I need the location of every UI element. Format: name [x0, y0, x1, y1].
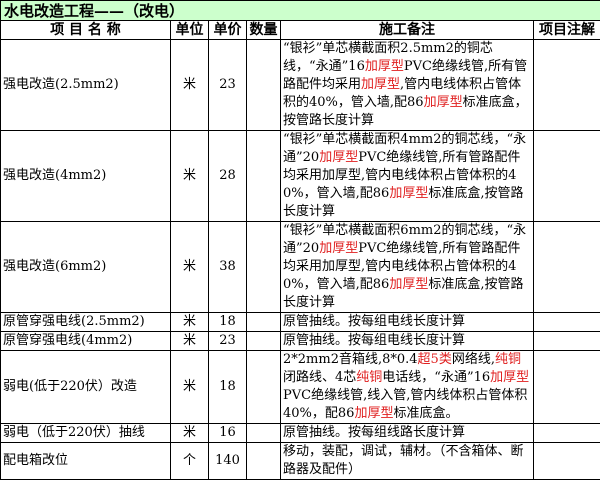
- cell-qty[interactable]: [246, 331, 281, 351]
- highlight-text: 加厚型: [319, 241, 359, 256]
- cell-notes[interactable]: 原管抽线。按每组电线长度计算: [280, 331, 534, 351]
- cell-qty[interactable]: [246, 312, 281, 332]
- highlight-text: 加厚型: [423, 95, 463, 110]
- cell-remark[interactable]: [532, 331, 600, 351]
- cell-remark[interactable]: [532, 221, 600, 313]
- highlight-text: 加厚型: [490, 370, 530, 385]
- note-text: 原管抽线。按每组电线长度计算: [283, 314, 466, 329]
- cell-remark[interactable]: [532, 39, 600, 131]
- cell-price[interactable]: 18: [208, 312, 247, 332]
- cell-name[interactable]: 配电箱改位: [0, 442, 171, 480]
- cell-notes[interactable]: “银衫”单芯横截面积2.5mm2的铜芯线，“永通”16加厚型PVC绝缘线管,所有…: [280, 39, 534, 131]
- header-price: 单价: [208, 20, 247, 40]
- cell-qty[interactable]: [246, 221, 281, 313]
- note-text: ,管内电线体积占管体积的40%，管入墙,配86: [283, 77, 522, 110]
- table-row: 弱电（低于220伏）抽线米 16 原管抽线。按每组线路长度计算: [0, 423, 600, 443]
- note-text: 电话线，“永通”16: [382, 370, 491, 385]
- cell-name[interactable]: 强电改造(4mm2): [0, 130, 171, 222]
- note-text: “银衫”单芯横截面积6mm2的铜芯线，“永通”20: [283, 223, 527, 256]
- cell-price[interactable]: 140: [208, 442, 247, 480]
- cell-qty[interactable]: [246, 423, 281, 443]
- cell-qty[interactable]: [246, 39, 281, 131]
- table-row: 弱电(低于220伏）改造米 18 2*2mm2音箱线,8*0.4超5类网络线,纯铜闭…: [0, 350, 600, 424]
- cell-notes[interactable]: 移动，装配，调试，辅材。（不含箱体、断路器及配件）: [280, 442, 534, 480]
- cell-qty[interactable]: [246, 130, 281, 222]
- title-row: 水电改造工程——（改电）: [0, 0, 600, 21]
- highlight-text: 加厚型: [364, 59, 404, 74]
- cell-unit[interactable]: 米: [170, 130, 209, 222]
- cell-price[interactable]: 18: [208, 350, 247, 424]
- sheet-title: 水电改造工程——（改电）: [0, 0, 600, 21]
- cell-unit[interactable]: 米: [170, 423, 209, 443]
- note-text: “银衫”单芯横截面积4mm2的铜芯线，“永通”20: [283, 132, 527, 165]
- note-text: PVC绝缘线管,线入管,管内线体积占管体积40%，配86: [283, 388, 528, 421]
- cell-name[interactable]: 强电改造(6mm2): [0, 221, 171, 313]
- note-text: 原管抽线。按每组电线长度计算: [283, 333, 466, 348]
- table-row: 原管穿强电线(2.5mm2) 米 18 原管抽线。按每组电线长度计算: [0, 312, 600, 332]
- cell-unit[interactable]: 个: [170, 442, 209, 480]
- note-text: 闭路线、4芯: [283, 370, 357, 385]
- table-row: 强电改造(4mm2) 米 28 “银衫”单芯横截面积4mm2的铜芯线，“永通”20加厚…: [0, 130, 600, 222]
- header-remark: 项目注解: [532, 20, 600, 40]
- note-text: 标准底盒，按管路长度计算: [283, 95, 528, 128]
- cell-remark[interactable]: [532, 442, 600, 480]
- note-text: 标准底盒。: [393, 406, 459, 421]
- cell-unit[interactable]: 米: [170, 350, 209, 424]
- cell-name[interactable]: 弱电(低于220伏）改造: [0, 350, 171, 424]
- cell-notes[interactable]: 原管抽线。按每组电线长度计算: [280, 312, 534, 332]
- cell-price[interactable]: 23: [208, 331, 247, 351]
- cell-unit[interactable]: 米: [170, 221, 209, 313]
- note-text: PVC绝缘线管,所有管路配件均采用加厚型,管内电线体积占管体积的40%，管入墙,…: [283, 150, 521, 201]
- note-text: 网络线,: [451, 352, 495, 367]
- cell-price[interactable]: 28: [208, 130, 247, 222]
- note-text: 标准底盒,按管路长度计算: [283, 186, 524, 219]
- highlight-text: 加厚型: [389, 277, 429, 292]
- cell-name[interactable]: 强电改造(2.5mm2): [0, 39, 171, 131]
- cell-unit[interactable]: 米: [170, 312, 209, 332]
- cell-notes[interactable]: 原管抽线。按每组线路长度计算: [280, 423, 534, 443]
- highlight-text: 纯铜: [494, 352, 521, 367]
- cell-remark[interactable]: [532, 130, 600, 222]
- cell-remark[interactable]: [532, 423, 600, 443]
- note-text: 2*2mm2音箱线,8*0.4: [283, 352, 418, 367]
- note-text: PVC绝缘线管,所有管路配件均采用加厚型,管内电线体积占管体积的40%，管入墙,…: [283, 241, 521, 292]
- header-name: 项 目 名 称: [0, 20, 171, 40]
- highlight-text: 加厚型: [389, 186, 429, 201]
- header-unit: 单位: [170, 20, 209, 40]
- cell-remark[interactable]: [532, 350, 600, 424]
- cell-name[interactable]: 弱电（低于220伏）抽线: [0, 423, 171, 443]
- note-text: “银衫”单芯横截面积2.5mm2的铜芯线，“永通”16: [283, 41, 493, 74]
- cell-unit[interactable]: 米: [170, 39, 209, 131]
- note-text: PVC绝缘线管,所有管路配件均采用: [283, 59, 528, 92]
- cell-price[interactable]: 23: [208, 39, 247, 131]
- cell-price[interactable]: 16: [208, 423, 247, 443]
- table-row: 配电箱改位个 140 移动，装配，调试，辅材。（不含箱体、断路器及配件）: [0, 442, 600, 480]
- table-row: 强电改造(2.5mm2) 米 23 “银衫”单芯横截面积2.5mm2的铜芯线，“永通”…: [0, 39, 600, 131]
- highlight-text: 超5类: [417, 352, 452, 367]
- table-row: 强电改造(6mm2) 米 38 “银衫”单芯横截面积6mm2的铜芯线，“永通”20加厚…: [0, 221, 600, 313]
- note-text: 原管抽线。按每组线路长度计算: [283, 425, 466, 440]
- note-text: 标准底盒,按管路长度计算: [283, 277, 524, 310]
- cell-remark[interactable]: [532, 312, 600, 332]
- highlight-text: 加厚型: [361, 77, 401, 92]
- cell-notes[interactable]: “银衫”单芯横截面积4mm2的铜芯线，“永通”20加厚型PVC绝缘线管,所有管路…: [280, 130, 534, 222]
- cell-qty[interactable]: [246, 350, 281, 424]
- cell-unit[interactable]: 米: [170, 331, 209, 351]
- cell-qty[interactable]: [246, 442, 281, 480]
- cell-notes[interactable]: 2*2mm2音箱线,8*0.4超5类网络线,纯铜闭路线、4芯纯铜电话线，“永通”…: [280, 350, 534, 424]
- cell-name[interactable]: 原管穿强电线(4mm2): [0, 331, 171, 351]
- highlight-text: 加厚型: [354, 406, 394, 421]
- header-notes: 施工备注: [280, 20, 534, 40]
- table-row: 原管穿强电线(4mm2) 米 23 原管抽线。按每组电线长度计算: [0, 331, 600, 351]
- highlight-text: 加厚型: [319, 150, 359, 165]
- cell-name[interactable]: 原管穿强电线(2.5mm2): [0, 312, 171, 332]
- note-text: 移动，装配，调试，辅材。（不含箱体、断路器及配件）: [283, 444, 524, 477]
- cell-notes[interactable]: “银衫”单芯横截面积6mm2的铜芯线，“永通”20加厚型PVC绝缘线管,所有管路…: [280, 221, 534, 313]
- cell-price[interactable]: 38: [208, 221, 247, 313]
- header-qty: 数量: [246, 20, 281, 40]
- header-row: 项 目 名 称 单位 单价 数量 施工备注 项目注解: [0, 20, 600, 40]
- highlight-text: 纯铜: [356, 370, 383, 385]
